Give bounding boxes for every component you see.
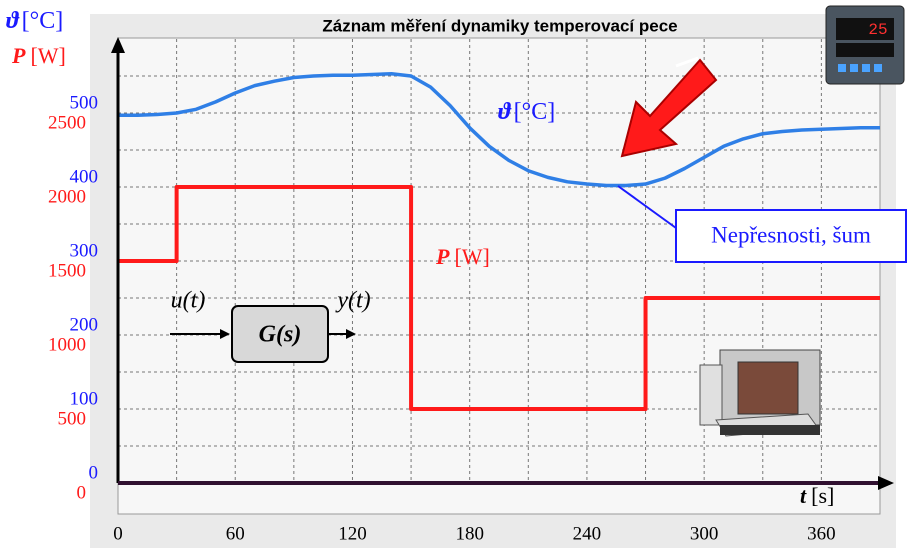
x-tick-label: 120 <box>338 523 367 544</box>
y-tick-label: 300 <box>70 240 99 261</box>
temp-symbol: ϑ <box>498 99 512 125</box>
y-axis-label: ϑ [°C] <box>6 8 63 34</box>
x-tick-label: 0 <box>113 523 123 544</box>
x-symbol: t <box>800 483 807 508</box>
y2-tick-label: 1500 <box>48 260 86 281</box>
y-tick-label: 0 <box>89 462 99 483</box>
x-unit: [s] <box>811 483 834 508</box>
y-tick-label: 100 <box>70 388 99 409</box>
series-line <box>118 185 880 411</box>
x-tick-label: 240 <box>573 523 602 544</box>
temp-label: ϑ [°C] <box>498 99 555 125</box>
x-axis-label: t [s] <box>800 483 834 508</box>
pointer-arrow <box>620 56 718 158</box>
controller-image: 25 <box>825 5 905 85</box>
x-tick-label: 180 <box>455 523 484 544</box>
x-tick-label: 60 <box>226 523 245 544</box>
block-output: y(t) <box>335 288 370 314</box>
y2-tick-label: 2500 <box>48 112 86 133</box>
x-tick-label: 300 <box>690 523 719 544</box>
series-line <box>118 72 880 188</box>
y2-symbol: P <box>11 43 26 68</box>
y-tick-label: 200 <box>70 314 99 335</box>
y2-tick-label: 500 <box>58 408 87 429</box>
svg-text:25: 25 <box>868 21 887 39</box>
power-symbol: P <box>435 244 450 269</box>
y-tick-label: 400 <box>70 166 99 187</box>
y2-axis-label: P [W] <box>11 43 66 68</box>
block-diagram: u(t) y(t) G(s) <box>170 288 371 363</box>
y2-unit: [W] <box>30 43 65 68</box>
temp-unit: [°C] <box>514 99 556 125</box>
noise-callout-box <box>675 209 907 263</box>
block-transfer: G(s) <box>259 322 302 348</box>
power-unit: [W] <box>454 244 489 269</box>
y-tick-label: 500 <box>70 92 99 113</box>
y2-tick-label: 1000 <box>48 334 86 355</box>
y2-tick-label: 0 <box>77 482 87 503</box>
y-unit: [°C] <box>22 8 64 34</box>
y2-tick-label: 2000 <box>48 186 86 207</box>
power-label: P [W] <box>435 244 490 269</box>
x-tick-label: 360 <box>807 523 836 544</box>
block-input: u(t) <box>171 288 206 314</box>
y-axis-arrow <box>111 37 125 53</box>
noise-callout-line <box>617 185 677 229</box>
y-symbol: ϑ <box>6 8 20 34</box>
furnace-image <box>699 349 821 437</box>
noise-callout: Nepřesnosti, šum <box>711 222 871 247</box>
chart-title: Záznam měření dynamiky temperovací pece <box>322 16 677 35</box>
x-axis-arrow <box>878 476 894 490</box>
